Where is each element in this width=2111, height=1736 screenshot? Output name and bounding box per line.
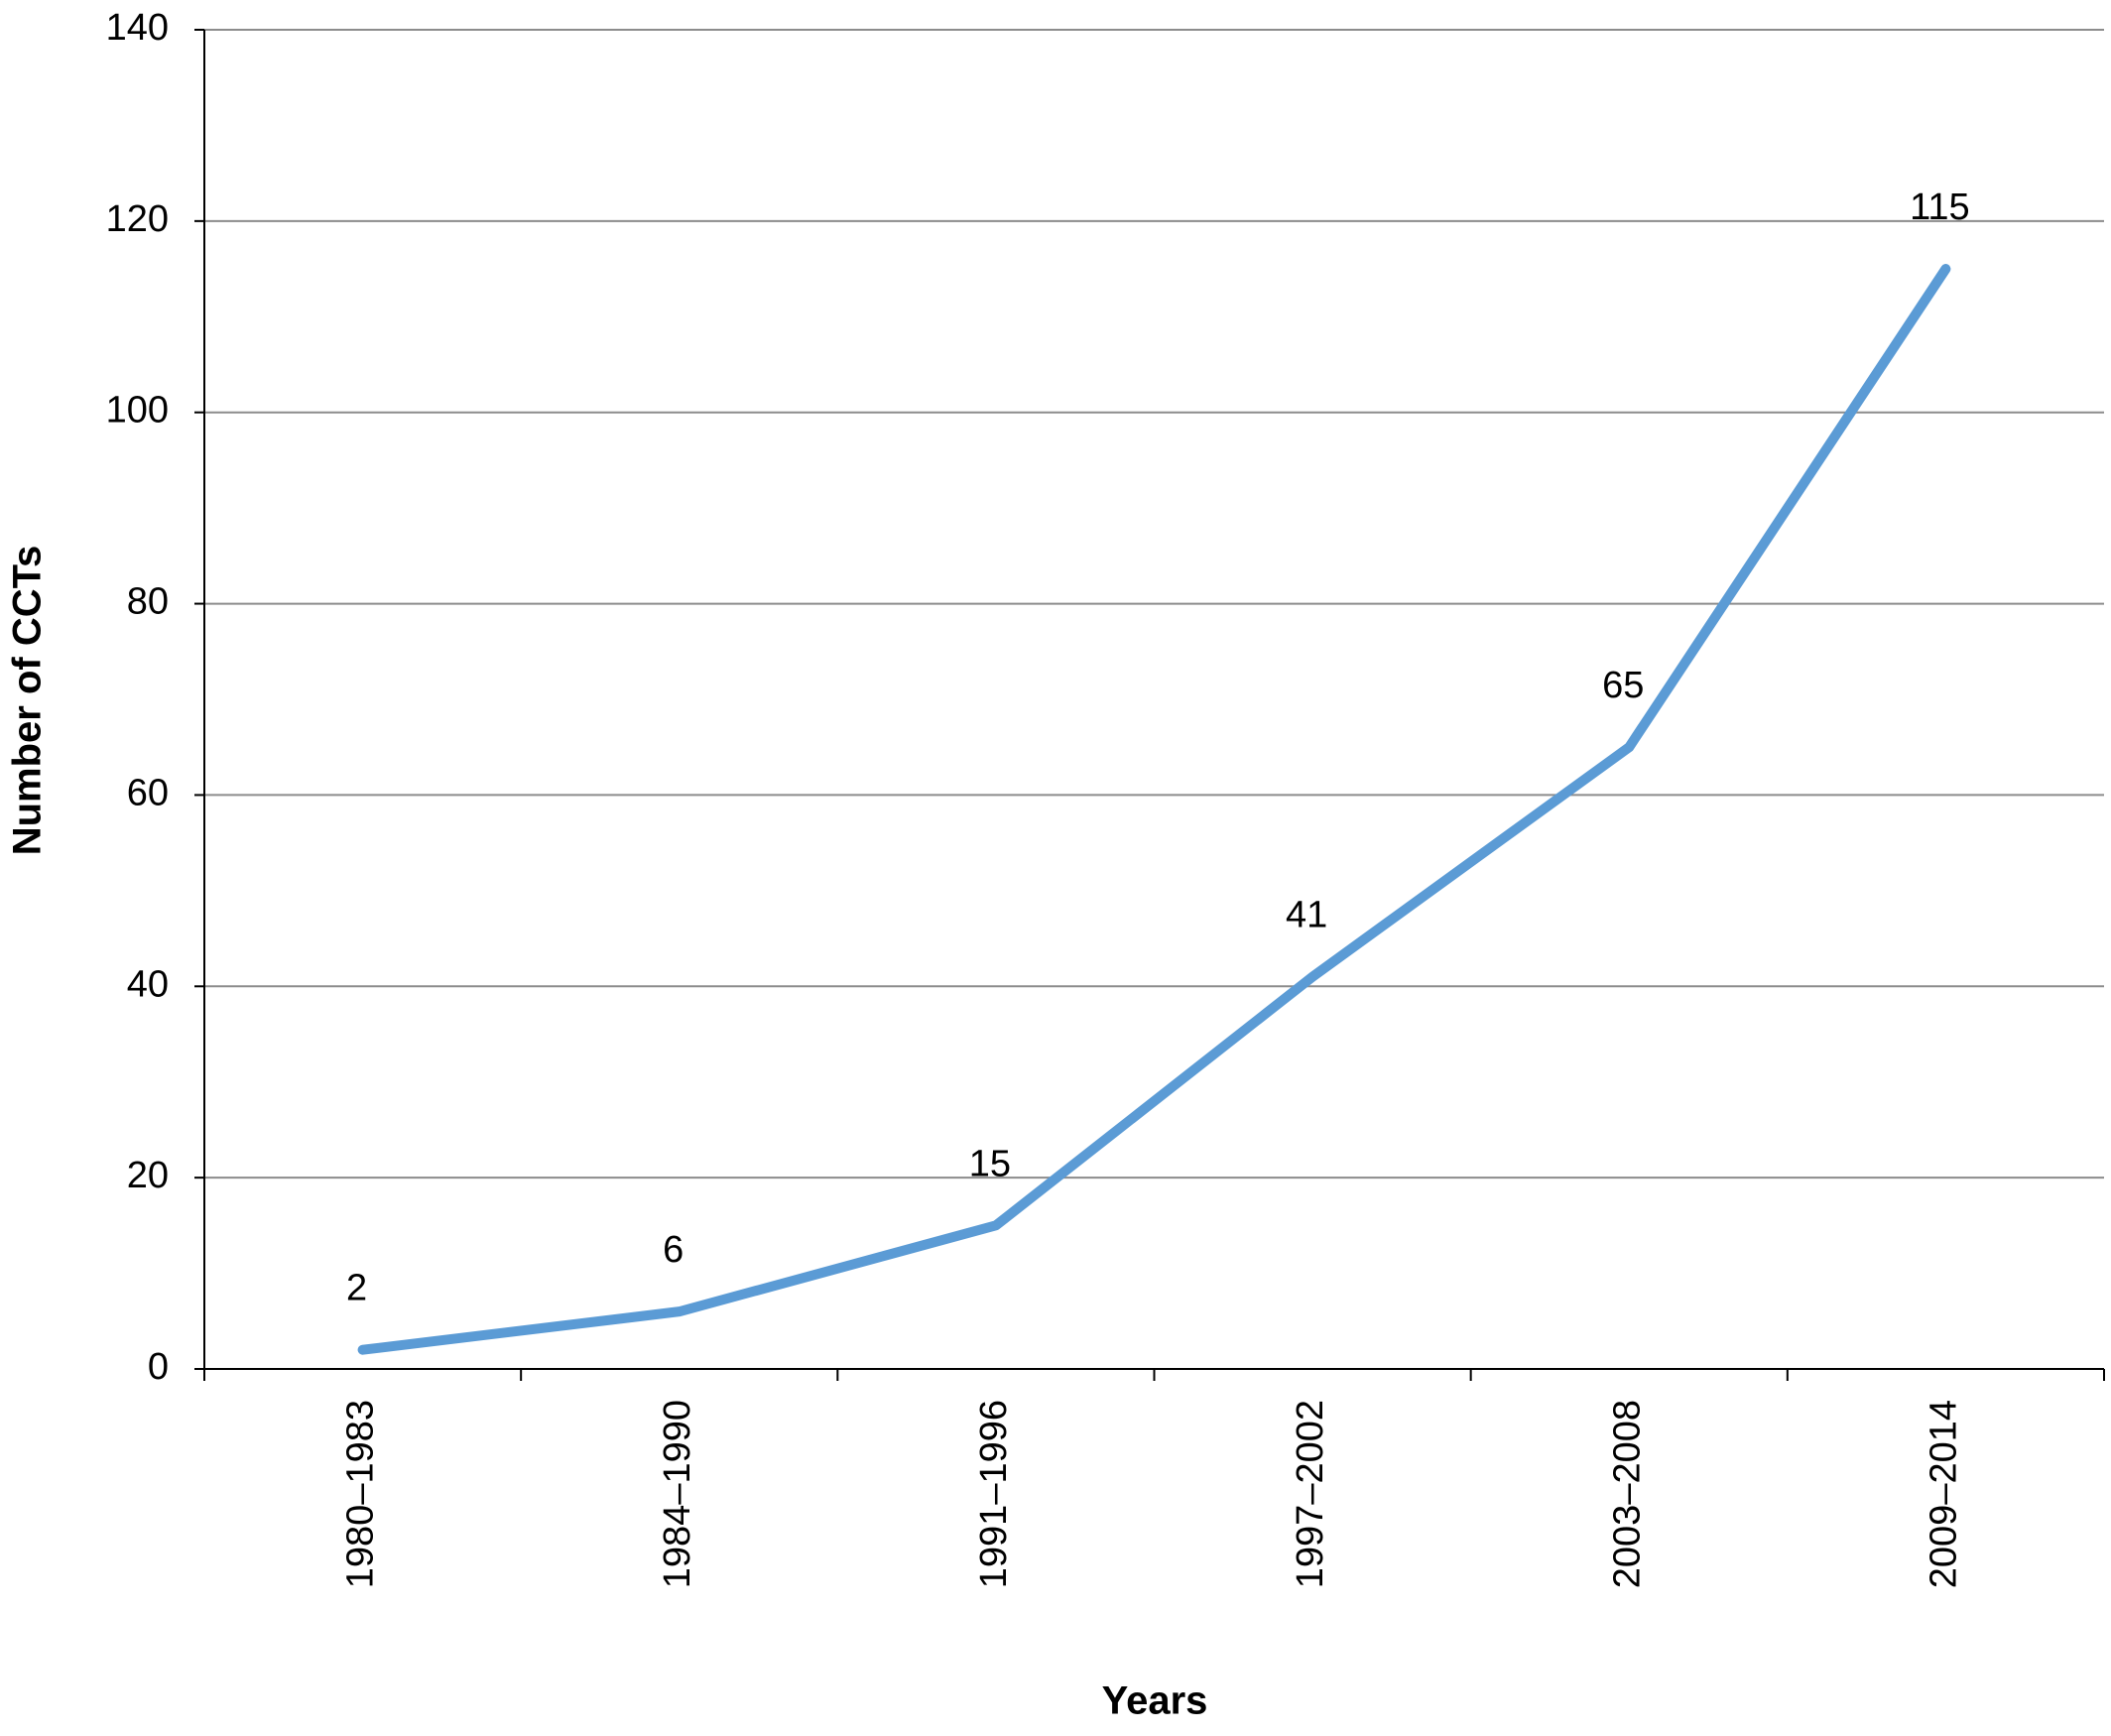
data-label: 115 [1910,186,1970,228]
y-tick-label: 0 [148,1346,169,1388]
data-line [357,264,1951,1355]
y-tick-label: 60 [127,772,169,813]
y-tick-label: 120 [106,198,169,240]
y-tick-label: 80 [127,581,169,623]
y-tick-label: 140 [106,7,169,49]
data-label: 15 [969,1143,1011,1184]
x-tick-label: 1997–2002 [1290,1400,1331,1588]
x-tick-label: 2003–2008 [1606,1400,1648,1588]
x-axis-title: Years [1102,1679,1208,1723]
x-tick-label: 1984–1990 [657,1400,698,1588]
data-label: 2 [346,1268,367,1309]
data-label: 41 [1286,895,1327,936]
data-label: 6 [663,1229,683,1271]
y-axis-title: Number of CCTs [6,546,50,856]
y-tick-label: 40 [127,963,169,1005]
x-tick-label: 1991–1996 [973,1400,1015,1588]
y-tick-label: 100 [106,390,169,432]
data-label: 65 [1602,665,1644,706]
y-tick-label: 20 [127,1155,169,1196]
x-tick-label: 1980–1983 [340,1400,382,1588]
x-tick-label: 2009–2014 [1923,1400,1964,1588]
